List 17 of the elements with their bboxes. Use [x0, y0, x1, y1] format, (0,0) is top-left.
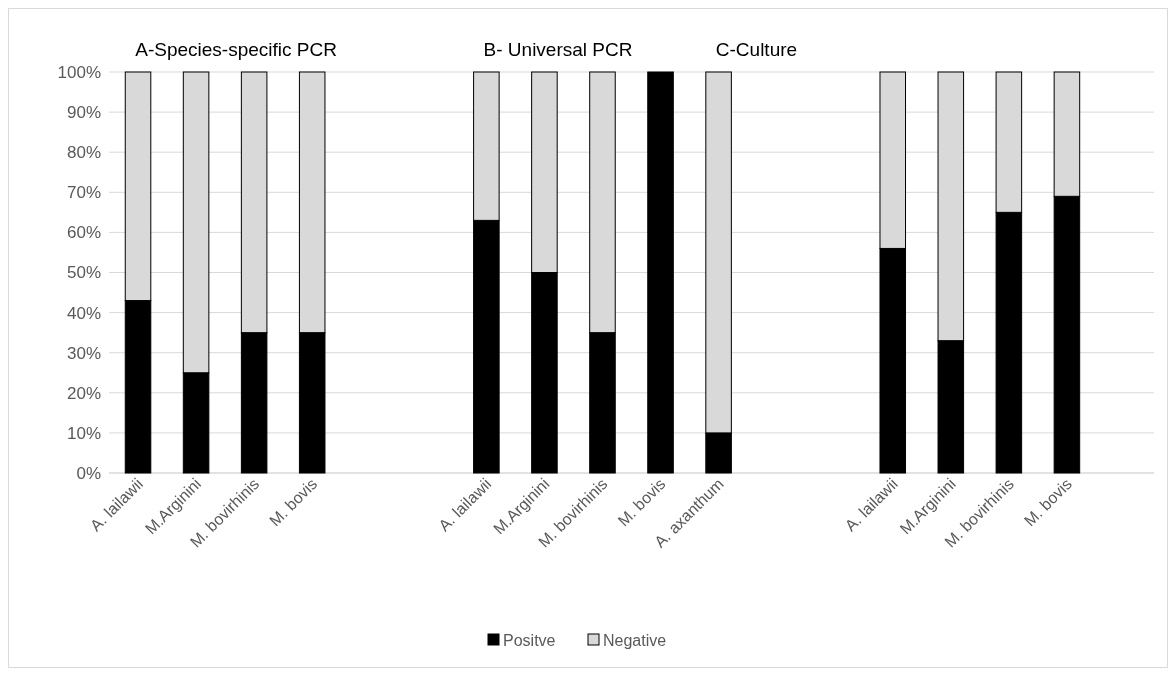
text: C-Culture: [715, 39, 798, 60]
y-tick-label: 50%: [66, 263, 101, 283]
y-tick-label: 20%: [66, 383, 101, 403]
y-tick-label: 70%: [66, 183, 101, 203]
y-tick-label: 80%: [66, 143, 101, 163]
legend-label: Positve: [503, 631, 556, 649]
y-tick-label: 90%: [66, 103, 101, 123]
y-tick-label: 100%: [57, 62, 101, 82]
y-tick-label: 40%: [66, 303, 101, 323]
text: B- Universal PCR: [483, 39, 633, 60]
legend-label: Negative: [603, 631, 667, 649]
bar: [647, 71, 674, 474]
y-tick-label: 10%: [66, 423, 101, 443]
y-tick-label: 0%: [76, 463, 101, 483]
y-tick-label: 60%: [66, 223, 101, 243]
y-tick-label: 30%: [66, 343, 101, 363]
text: A-Species-specific PCR: [135, 39, 337, 60]
